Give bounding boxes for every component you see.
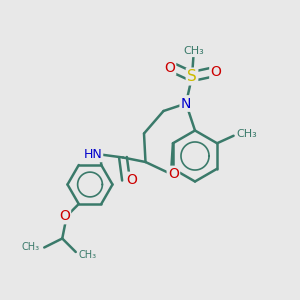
Text: CH₃: CH₃ (22, 242, 40, 253)
Text: S: S (187, 69, 197, 84)
Text: O: O (164, 61, 175, 74)
Text: O: O (211, 65, 221, 79)
Text: CH₃: CH₃ (237, 129, 257, 139)
Text: HN: HN (83, 148, 102, 161)
Text: O: O (168, 167, 179, 181)
Text: CH₃: CH₃ (183, 46, 204, 56)
Text: O: O (59, 209, 70, 223)
Text: CH₃: CH₃ (78, 250, 96, 260)
Text: O: O (126, 173, 137, 187)
Text: N: N (181, 97, 191, 110)
